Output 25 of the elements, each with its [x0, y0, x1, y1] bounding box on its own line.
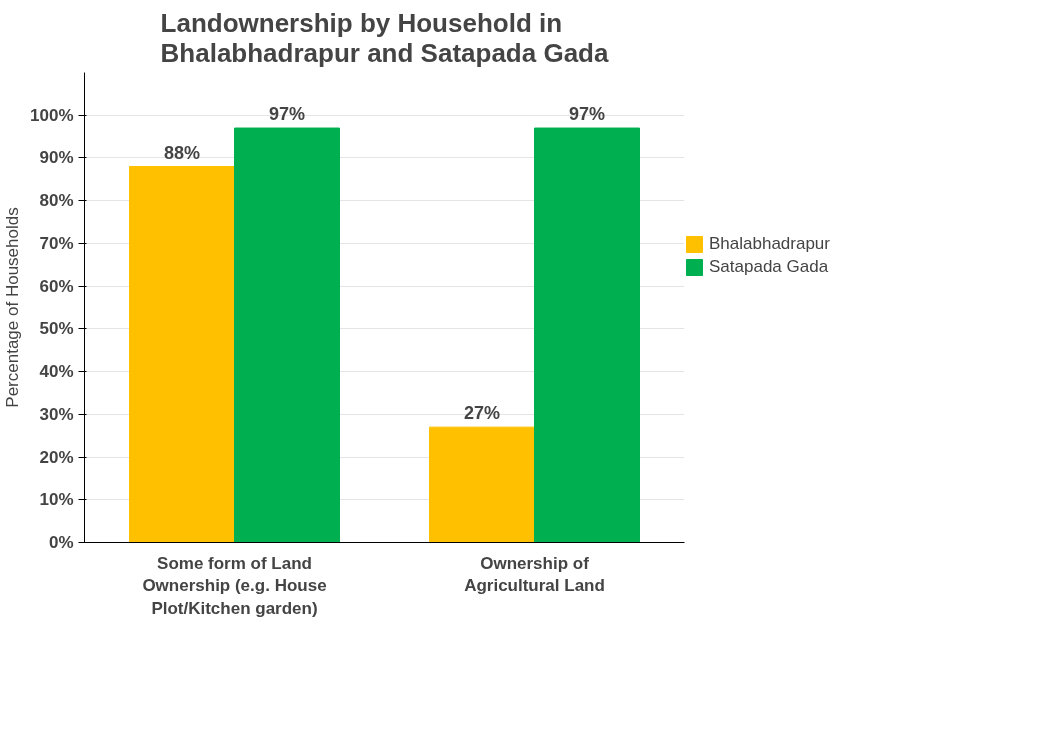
- bar: [129, 166, 235, 543]
- y-tick-label: 20%: [39, 447, 74, 467]
- bar: [429, 426, 535, 543]
- y-tick-label: 80%: [39, 191, 74, 211]
- data-label: 27%: [463, 403, 501, 424]
- chart-title: Landownership by Household in Bhalabhadrapur and Satapada Gada: [160, 7, 609, 68]
- y-tick-label: 50%: [39, 319, 74, 339]
- legend-label: Bhalabhadrapur: [709, 234, 830, 254]
- bar: [234, 127, 340, 543]
- data-label: 97%: [568, 104, 606, 125]
- x-tick-label: Some form of Land Ownership (e.g. House Plot/Kitchen garden): [142, 553, 327, 619]
- legend-label: Satapada Gada: [709, 257, 829, 277]
- y-tick-label: 60%: [39, 276, 74, 296]
- y-tick-label: 40%: [39, 362, 74, 382]
- y-tick-label: 0%: [48, 533, 74, 552]
- y-tick-label: 70%: [39, 233, 74, 253]
- x-tick-label: Ownership of Agricultural Land: [464, 553, 605, 596]
- data-label: 97%: [268, 104, 306, 125]
- y-tick-label: 30%: [39, 404, 74, 424]
- y-tick-label: 90%: [39, 148, 74, 168]
- y-tick-label: 100%: [30, 105, 74, 125]
- data-label: 88%: [163, 142, 201, 163]
- bar: [534, 127, 640, 543]
- y-axis-title: Percentage of Households: [3, 207, 23, 408]
- y-tick-label: 10%: [39, 490, 74, 510]
